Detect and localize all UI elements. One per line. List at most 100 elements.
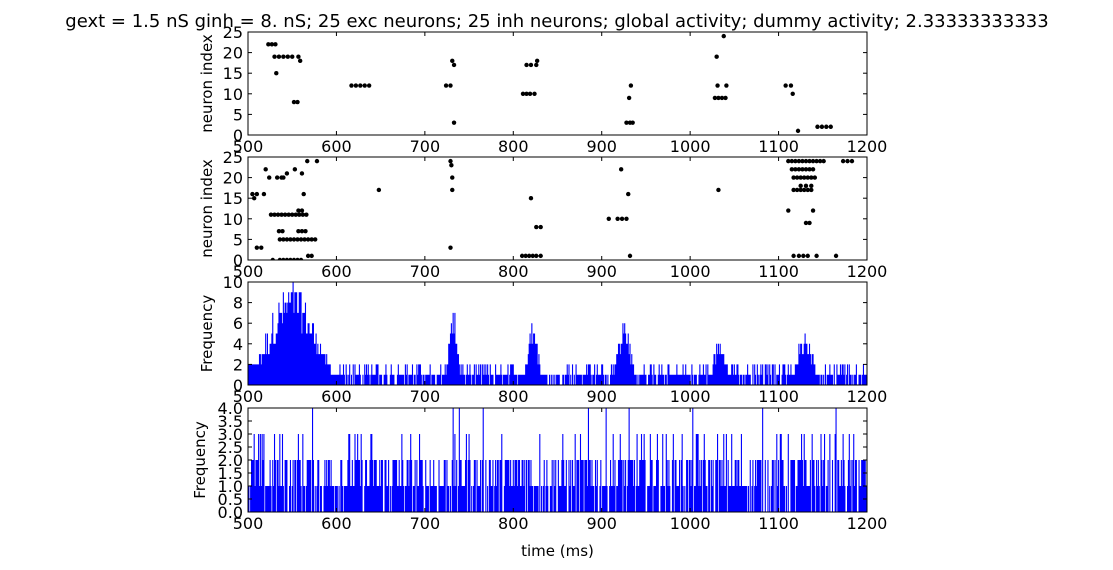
y-tick-label: 0 <box>233 126 243 145</box>
spike-point <box>276 228 282 234</box>
spike-point <box>299 228 305 234</box>
spike-point <box>285 54 290 59</box>
spike-point <box>449 163 454 168</box>
y-tick-label: 3.0 <box>218 425 243 444</box>
x-tick-label: 800 <box>498 137 529 156</box>
spike-point <box>840 158 846 164</box>
x-tick-label: 1100 <box>758 137 799 156</box>
axes-frame <box>247 156 868 261</box>
spike-point <box>802 175 807 180</box>
spike-point <box>254 245 260 250</box>
x-tick-label: 1000 <box>670 262 711 281</box>
spike-point <box>803 183 809 189</box>
axes-frame <box>247 31 868 136</box>
spike-point <box>534 62 539 68</box>
spike-point <box>272 54 277 59</box>
y-tick-label: 8 <box>233 294 243 313</box>
spike-point <box>798 183 803 189</box>
spike-point <box>274 175 280 180</box>
spike-point <box>296 208 301 213</box>
histogram-bars <box>248 282 867 385</box>
x-tick-label: 900 <box>586 514 617 533</box>
spike-point <box>273 42 278 47</box>
spike-point <box>267 175 272 180</box>
spike-point <box>450 58 455 64</box>
spike-point <box>791 187 796 193</box>
spike-point <box>349 83 354 88</box>
y-tick-label: 4.0 <box>218 399 243 418</box>
spike-point <box>448 83 453 88</box>
y-tick-label: 1.0 <box>218 477 243 496</box>
spike-point <box>299 171 305 176</box>
spike-point <box>291 257 297 260</box>
spike-point <box>290 212 295 217</box>
spike-point <box>250 191 255 197</box>
x-tick-label: 600 <box>321 514 352 533</box>
x-tick-label: 900 <box>586 137 617 156</box>
spike-point <box>793 167 798 172</box>
y-tick-label: 15 <box>223 64 243 83</box>
x-tick-label: 1000 <box>670 137 711 156</box>
x-tick-label: 700 <box>410 387 441 406</box>
spike-point <box>723 95 728 101</box>
spike-point <box>288 237 293 242</box>
y-tick-label: 25 <box>223 148 243 167</box>
spike-point <box>281 237 286 242</box>
spike-point <box>284 171 290 176</box>
spike-point <box>724 83 729 88</box>
spike-point <box>810 167 816 172</box>
spike-point <box>794 187 800 193</box>
spike-point <box>362 83 367 88</box>
spike-point <box>786 158 791 164</box>
spike-point <box>292 167 298 172</box>
y-tick-label: 6 <box>233 314 243 333</box>
x-tick-label: 800 <box>498 387 529 406</box>
spike-point <box>824 124 829 129</box>
spike-point <box>270 257 275 260</box>
spike-point <box>263 167 268 172</box>
spike-point <box>296 228 301 234</box>
spike-point <box>269 42 275 47</box>
spike-point <box>313 237 318 242</box>
y-tick-label: 0 <box>233 376 243 395</box>
spike-point <box>801 253 806 259</box>
spike-point <box>301 191 306 197</box>
spike-point <box>624 120 629 125</box>
x-tick-label: 500 <box>233 387 264 406</box>
x-tick-label: 800 <box>498 262 529 281</box>
spike-point <box>451 120 457 125</box>
histogram-bars <box>248 408 867 512</box>
spike-point <box>520 91 526 97</box>
spike-point <box>807 220 812 226</box>
spike-point <box>721 33 726 39</box>
x-tick-label: 600 <box>321 262 352 281</box>
x-tick-label: 600 <box>321 137 352 156</box>
x-tick-label: 600 <box>321 387 352 406</box>
x-tick-label: 700 <box>410 262 441 281</box>
spike-point <box>277 257 283 260</box>
axes-frame <box>247 281 868 386</box>
spike-point <box>626 191 631 197</box>
spike-point <box>805 187 810 193</box>
y-tick-label: 1.5 <box>218 464 243 483</box>
spike-point <box>719 95 725 101</box>
spike-point <box>626 95 632 101</box>
spike-point <box>803 220 809 226</box>
x-tick-label: 700 <box>410 137 441 156</box>
spike-point <box>259 245 264 250</box>
spike-point <box>530 253 535 259</box>
y-tick-label: 0 <box>233 251 243 270</box>
spike-point <box>814 158 819 164</box>
y-tick-label: 15 <box>223 189 243 208</box>
spike-point <box>314 158 320 164</box>
spike-point <box>305 253 311 259</box>
spike-point <box>807 158 812 164</box>
spike-point <box>809 175 814 180</box>
x-tick-label: 1100 <box>758 514 799 533</box>
x-tick-label: 1000 <box>670 387 711 406</box>
spike-point <box>802 187 807 193</box>
spike-point <box>297 58 303 64</box>
spike-point <box>358 83 363 88</box>
spike-point <box>796 158 802 164</box>
